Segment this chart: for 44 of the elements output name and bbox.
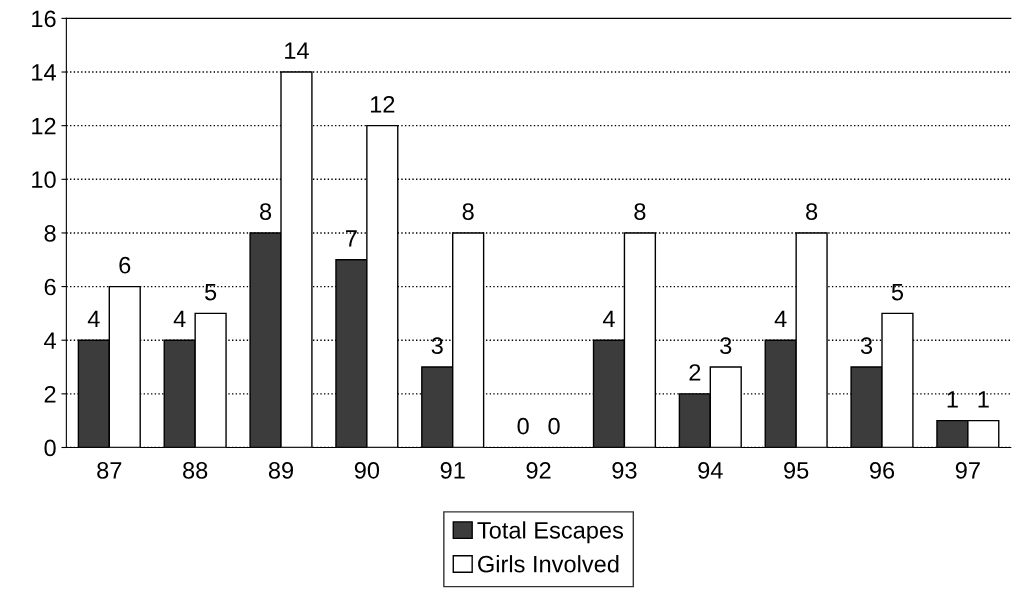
y-tick-label: 4	[44, 332, 56, 349]
legend-label: Total Escapes	[477, 521, 624, 544]
data-label: 8	[806, 203, 818, 220]
x-tick-label: 94	[698, 462, 723, 479]
y-tick-label: 0	[44, 439, 56, 457]
y-tick-label: 12	[32, 117, 56, 135]
y-tick-label: 14	[32, 64, 56, 81]
x-tick-label: 97	[955, 462, 980, 479]
y-tick-label: 10	[32, 171, 56, 189]
data-label: 0	[517, 417, 529, 435]
y-tick-label: 2	[44, 385, 56, 403]
data-label: 5	[891, 283, 904, 301]
data-label: 4	[87, 310, 100, 327]
data-label: 3	[431, 337, 443, 355]
data-label: 8	[634, 203, 646, 220]
x-tick-label: 95	[784, 462, 809, 479]
data-label: 2	[689, 364, 701, 381]
y-tick-label: 8	[44, 225, 56, 242]
y-tick-label: 16	[32, 10, 56, 28]
data-label: 8	[462, 203, 474, 220]
x-tick-label: 90	[354, 462, 380, 479]
data-label: 0	[548, 417, 560, 435]
x-tick-label: 96	[869, 462, 895, 479]
data-label: 1	[978, 391, 989, 408]
data-label: 8	[260, 203, 272, 220]
data-label: 5	[204, 283, 217, 301]
x-tick-label: 88	[183, 462, 208, 479]
x-tick-label: 93	[612, 462, 637, 479]
data-label: 4	[173, 310, 186, 327]
x-tick-label: 89	[268, 462, 294, 479]
data-label: 3	[720, 337, 732, 355]
data-label: 4	[774, 310, 787, 327]
data-label: 12	[370, 95, 395, 113]
data-label: 1	[947, 391, 958, 408]
data-label: 7	[346, 230, 357, 247]
data-label: 14	[285, 42, 309, 59]
data-label: 3	[860, 337, 873, 355]
x-tick-label: 92	[526, 462, 551, 479]
legend-label: Girls Involved	[478, 555, 619, 573]
x-tick-label: 87	[97, 462, 122, 479]
data-label: 4	[602, 310, 615, 327]
data-label: 6	[119, 256, 131, 274]
y-tick-label: 6	[44, 278, 56, 296]
x-tick-label: 91	[440, 462, 465, 479]
